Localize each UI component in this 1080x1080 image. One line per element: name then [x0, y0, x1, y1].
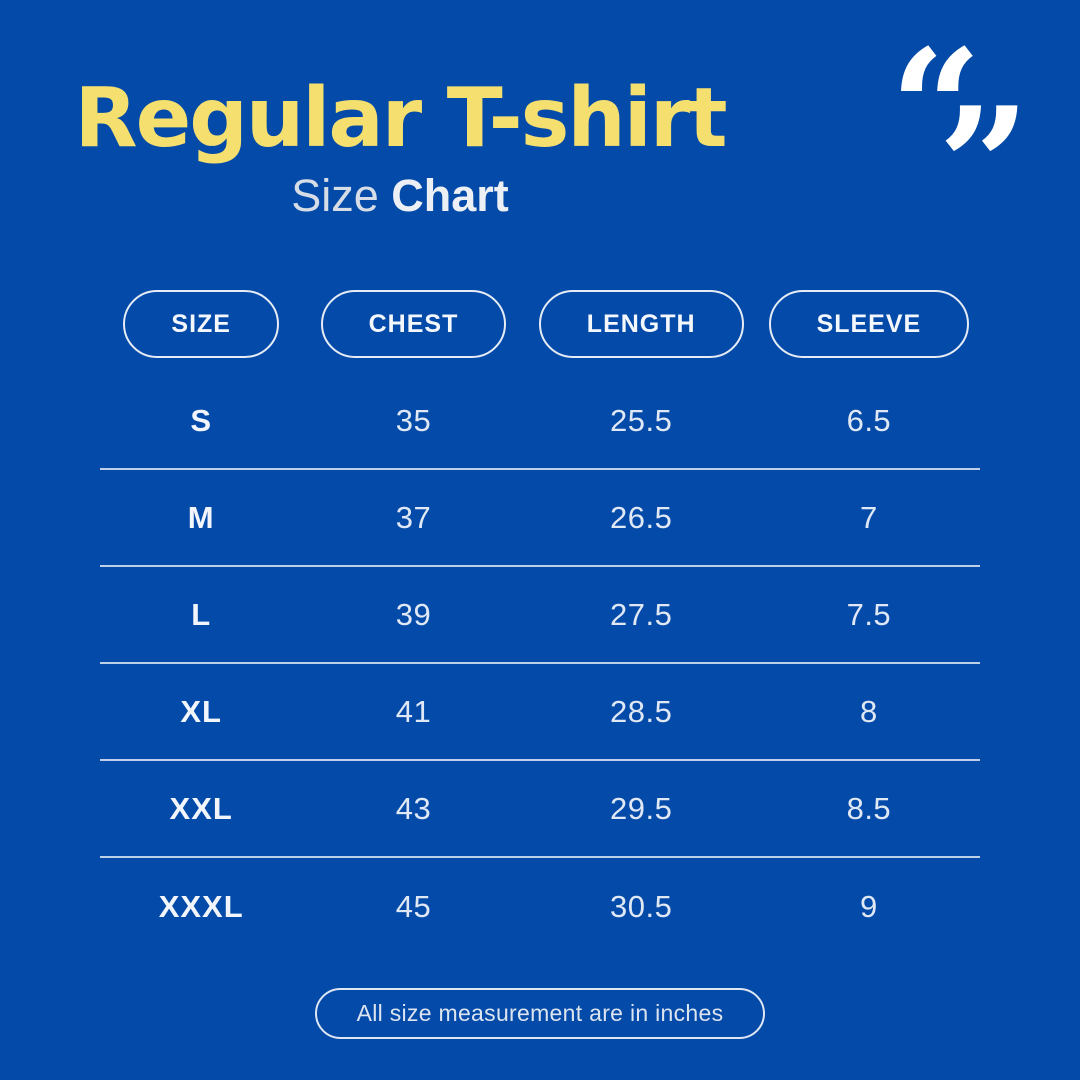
units-note: All size measurement are in inches [314, 988, 766, 1039]
column-header-length-wrap: LENGTH [525, 290, 758, 358]
cell-length: 26.5 [610, 499, 673, 535]
cell-chest: 45 [395, 888, 432, 924]
cell-length: 29.5 [610, 790, 673, 826]
column-header-size-wrap: SIZE [100, 290, 302, 358]
cell-length: 30.5 [610, 888, 673, 924]
cell-sleeve: 9 [860, 888, 878, 924]
double-quotes-icon: “ ” [890, 28, 1030, 246]
cell-chest: 39 [395, 596, 432, 632]
cell-size: XXL [169, 790, 233, 826]
cell-size: M [187, 499, 215, 535]
cell-sleeve: 7.5 [846, 596, 892, 632]
header: Regular T-shirt Size Chart [60, 71, 740, 222]
table-header-row: SIZE CHEST LENGTH SLEEVE [100, 290, 980, 358]
cell-chest: 37 [395, 499, 432, 535]
quote-close-icon: ” [938, 72, 1031, 260]
page-subtitle: Size Chart [60, 170, 740, 222]
cell-length: 27.5 [610, 596, 673, 632]
subtitle-bold-text: Chart [391, 170, 509, 222]
page-title: Regular T-shirt [74, 71, 727, 166]
cell-length: 25.5 [610, 402, 673, 438]
cell-sleeve: 6.5 [846, 402, 892, 438]
footer: All size measurement are in inches [0, 988, 1080, 1039]
cell-size: XXXL [158, 888, 244, 924]
cell-length: 28.5 [610, 693, 673, 729]
table-row: M 37 26.5 7 [100, 470, 980, 567]
cell-sleeve: 8 [860, 693, 878, 729]
cell-sleeve: 7 [860, 499, 878, 535]
column-header-length: LENGTH [538, 290, 744, 358]
column-header-chest-wrap: CHEST [302, 290, 524, 358]
table-row: L 39 27.5 7.5 [100, 567, 980, 664]
table-row: XL 41 28.5 8 [100, 664, 980, 761]
column-header-sleeve-wrap: SLEEVE [758, 290, 980, 358]
cell-chest: 35 [395, 402, 432, 438]
column-header-chest: CHEST [320, 290, 507, 358]
size-table: SIZE CHEST LENGTH SLEEVE S 35 25.5 6.5 M… [100, 290, 980, 955]
cell-sleeve: 8.5 [846, 790, 892, 826]
table-row: XXL 43 29.5 8.5 [100, 761, 980, 858]
cell-size: S [190, 402, 213, 438]
table-row: XXXL 45 30.5 9 [100, 858, 980, 955]
cell-chest: 41 [395, 693, 432, 729]
cell-size: XL [180, 693, 222, 729]
quote-open-icon: “ [890, 14, 983, 202]
column-header-sleeve: SLEEVE [768, 290, 970, 358]
table-row: S 35 25.5 6.5 [100, 373, 980, 470]
column-header-size: SIZE [123, 290, 279, 358]
cell-size: L [191, 596, 212, 632]
cell-chest: 43 [395, 790, 432, 826]
subtitle-regular-text: Size [291, 170, 379, 222]
